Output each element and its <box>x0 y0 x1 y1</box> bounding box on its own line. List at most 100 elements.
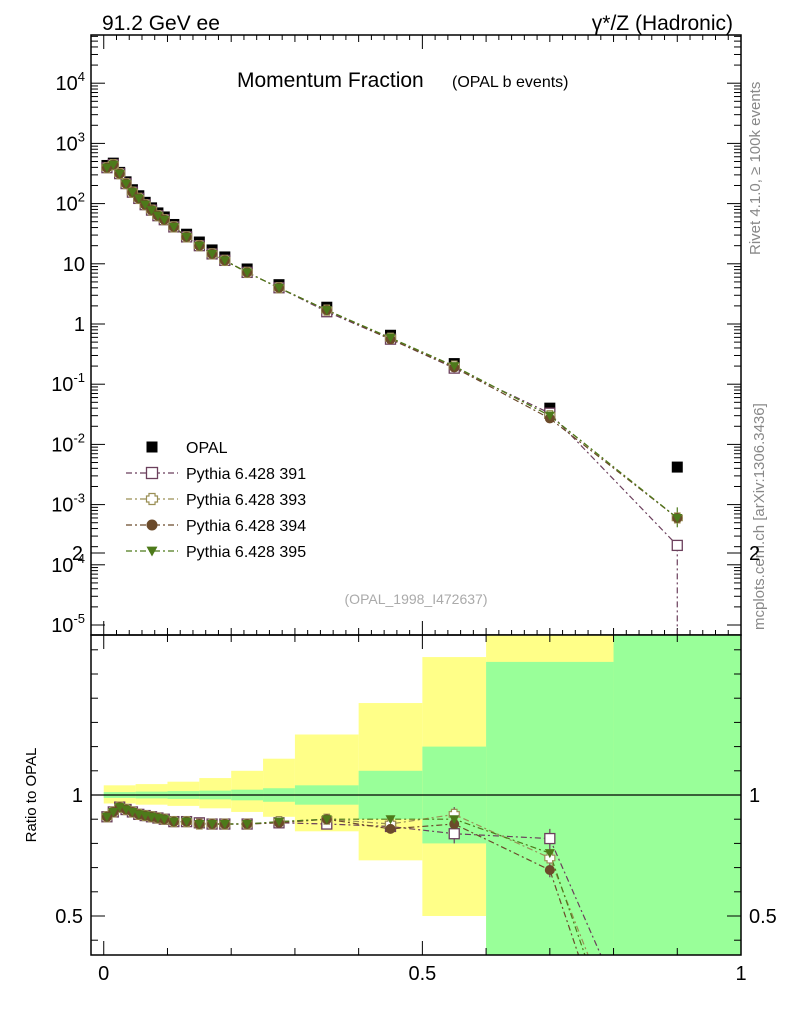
y-tick-label: 10-3 <box>51 491 85 517</box>
data-point <box>672 513 683 523</box>
data-point <box>273 283 284 293</box>
ratio-point <box>544 865 555 876</box>
data-point <box>127 188 138 198</box>
data-point <box>544 411 555 421</box>
legend-marker <box>145 492 159 506</box>
data-point <box>152 211 163 221</box>
y-tick-label: 104 <box>56 69 85 95</box>
ratio-point <box>385 823 396 834</box>
ratio-point <box>219 820 230 830</box>
data-point <box>321 306 332 316</box>
ratio-point <box>159 815 170 825</box>
ratio-point <box>108 807 119 817</box>
ratio-y-tick-label: 1 <box>72 785 83 807</box>
legend-marker <box>146 546 158 557</box>
ratio-axes-ticks: 0.5 0.5 1 1 2 2 <box>55 543 777 955</box>
data-point <box>133 194 144 204</box>
y-tick-label: 102 <box>56 190 85 216</box>
ratio-point <box>194 820 205 830</box>
ratio-bands <box>91 635 741 955</box>
ratio-point <box>448 828 460 840</box>
ratio-line <box>106 806 586 956</box>
main-axes-ticks: 10-5 10-4 10-3 10-2 10-1 1 10 102 103 104 <box>51 35 742 637</box>
data-point <box>114 169 125 179</box>
data-point <box>671 461 683 473</box>
ratio-point <box>121 805 132 815</box>
y-tick-label: 10-2 <box>51 430 85 456</box>
y-tick-label: 1 <box>74 314 85 336</box>
ratio-point <box>449 815 460 825</box>
ratio-point <box>273 817 284 827</box>
legend-marker <box>146 441 158 453</box>
x-tick-label: 1 <box>735 963 746 985</box>
data-point <box>168 222 179 232</box>
ratio-y-tick-label: 0.5 <box>55 906 83 928</box>
legend-marker <box>146 519 158 531</box>
ratio-point <box>114 803 125 813</box>
header-right: γ*/Z (Hadronic) <box>592 12 733 35</box>
ratio-point <box>168 817 179 827</box>
ratio-line <box>106 806 580 956</box>
series-line-Pythia-6428-391 <box>106 163 678 546</box>
data-point <box>146 206 157 216</box>
ratio-point <box>321 815 332 825</box>
ratio-series-group <box>101 801 602 956</box>
data-point <box>671 539 683 552</box>
ratio-point <box>181 817 192 827</box>
uncertainty-band-inner <box>486 661 614 955</box>
rivet-label: Rivet 4.1.0, ≥ 100k events <box>747 82 764 255</box>
y-tick-label: 10-4 <box>51 551 85 577</box>
ratio-point <box>101 812 112 822</box>
main-series-group <box>101 157 683 635</box>
legend-label: OPAL <box>186 440 228 457</box>
data-point <box>207 249 218 259</box>
ratio-ylabel: Ratio to OPAL <box>23 748 40 843</box>
data-point <box>159 215 170 225</box>
data-point <box>449 362 460 372</box>
ratio-point <box>544 832 556 845</box>
legend-label: Pythia 6.428 394 <box>186 518 306 535</box>
data-point <box>242 268 253 278</box>
x-axis-ticks: 0 0.5 1 <box>98 963 746 985</box>
ratio-y-tick-label-right: 2 <box>749 543 760 565</box>
ratio-point <box>242 820 253 830</box>
y-tick-label: 10-5 <box>51 611 85 637</box>
uncertainty-band-outer <box>263 758 295 817</box>
header-left: 91.2 GeV ee <box>102 12 220 35</box>
ratio-y-tick-label: 2 <box>72 543 83 565</box>
legend-marker <box>145 466 159 480</box>
ratio-point <box>385 815 396 825</box>
data-point <box>140 200 151 210</box>
data-point <box>108 160 119 170</box>
y-tick-label: 103 <box>56 129 85 155</box>
ratio-point <box>544 849 555 859</box>
series-line-Pythia-6428-395 <box>106 163 678 519</box>
main-panel: 10-5 10-4 10-3 10-2 10-1 1 10 102 103 104 Momentu… <box>51 34 742 637</box>
data-point <box>194 241 205 251</box>
legend-label: Pythia 6.428 391 <box>186 466 306 483</box>
ratio-line <box>106 806 589 956</box>
watermark: (OPAL_1998_I472637) <box>345 591 488 607</box>
main-title: Momentum Fraction <box>237 69 424 92</box>
x-tick-label: 0 <box>98 963 109 985</box>
ratio-y-tick-label-right: 0.5 <box>749 906 777 928</box>
ratio-frame <box>90 634 742 956</box>
x-tick-label: 0.5 <box>408 963 436 985</box>
data-point <box>101 163 112 173</box>
y-tick-label: 10 <box>63 254 85 276</box>
legend-label: Pythia 6.428 393 <box>186 492 306 509</box>
legend-label: Pythia 6.428 395 <box>186 544 306 561</box>
ratio-panel: 0.5 0.5 1 1 2 2 Ratio to OPAL <box>23 543 777 956</box>
main-subtitle: (OPAL b events) <box>452 74 569 91</box>
y-tick-label: 10-1 <box>51 370 85 396</box>
legend: OPAL Pythia 6.428 391 Pythia 6.428 393 Pyth… <box>126 440 306 561</box>
data-point <box>121 179 132 189</box>
data-point <box>219 256 230 266</box>
data-point <box>385 333 396 343</box>
ratio-y-tick-label-right: 1 <box>749 785 760 807</box>
ratio-line <box>106 806 602 956</box>
ratio-point <box>127 807 138 817</box>
mcplots-label: mcplots.cern.ch [arXiv:1306.3436] <box>751 403 768 630</box>
ratio-point <box>207 820 218 830</box>
